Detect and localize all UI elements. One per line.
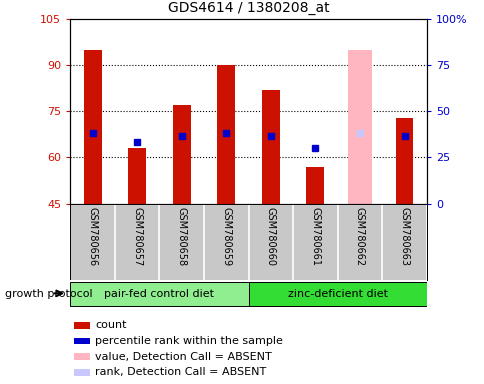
- Bar: [306, 167, 324, 204]
- Text: count: count: [95, 320, 126, 330]
- Text: GSM780660: GSM780660: [265, 207, 275, 266]
- Bar: [395, 118, 412, 204]
- Text: GSM780657: GSM780657: [132, 207, 142, 266]
- Text: GSM780662: GSM780662: [354, 207, 364, 266]
- Title: GDS4614 / 1380208_at: GDS4614 / 1380208_at: [167, 2, 329, 15]
- Bar: [348, 50, 371, 204]
- Bar: [172, 105, 190, 204]
- Bar: [84, 50, 101, 204]
- Bar: [128, 148, 146, 204]
- Text: zinc-deficient diet: zinc-deficient diet: [287, 289, 387, 299]
- Bar: [74, 353, 90, 360]
- Text: GSM780661: GSM780661: [310, 207, 320, 266]
- Bar: [74, 338, 90, 344]
- Text: rank, Detection Call = ABSENT: rank, Detection Call = ABSENT: [95, 367, 266, 377]
- Text: value, Detection Call = ABSENT: value, Detection Call = ABSENT: [95, 352, 272, 362]
- Bar: [261, 90, 279, 204]
- Text: GSM780659: GSM780659: [221, 207, 231, 266]
- Text: GSM780656: GSM780656: [88, 207, 97, 266]
- Text: GSM780658: GSM780658: [176, 207, 186, 266]
- Bar: [74, 322, 90, 329]
- Text: pair-fed control diet: pair-fed control diet: [104, 289, 214, 299]
- Bar: [217, 65, 235, 204]
- Bar: [74, 369, 90, 376]
- Bar: [70, 282, 248, 306]
- Text: percentile rank within the sample: percentile rank within the sample: [95, 336, 283, 346]
- Text: GSM780663: GSM780663: [399, 207, 408, 266]
- Bar: [248, 282, 426, 306]
- Text: growth protocol: growth protocol: [5, 289, 92, 299]
